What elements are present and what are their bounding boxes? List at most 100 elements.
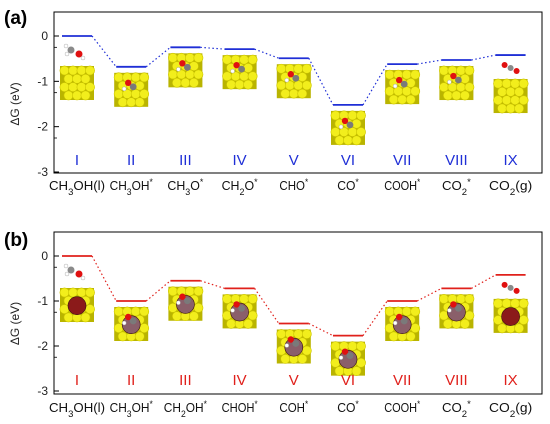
species-label: CO2*	[442, 177, 471, 197]
oxygen-atom	[233, 61, 240, 69]
slab-atom	[184, 286, 195, 297]
slab-atom	[280, 88, 291, 99]
oxygen-atom	[396, 313, 403, 321]
slab-atom	[72, 73, 82, 84]
slab-atom	[301, 329, 312, 339]
hydrogen-atom	[80, 55, 86, 61]
species-label: COOH*	[384, 399, 420, 415]
slab-atom	[243, 79, 253, 90]
slab-atom	[384, 306, 395, 317]
state-index-label: IX	[504, 152, 518, 169]
species-label-part: 2	[181, 409, 186, 419]
connector-line	[362, 300, 388, 336]
species-label-part: CH	[167, 179, 185, 193]
slab-atom	[405, 331, 416, 342]
slab-atom	[226, 79, 236, 90]
species-label-part: 3	[185, 187, 190, 197]
hydrogen-atom	[447, 79, 452, 85]
oxygen-atom	[233, 301, 240, 308]
slab-atom	[139, 89, 150, 99]
species-label: COOH*	[384, 177, 420, 193]
species-label-part: O	[244, 179, 254, 193]
slab-atom	[442, 90, 453, 101]
oxygen-atom	[287, 336, 294, 343]
slab-atom	[234, 79, 245, 90]
carbon-atom	[184, 297, 191, 305]
slab-atom	[139, 323, 150, 333]
carbon-atom	[129, 317, 137, 325]
connector-line	[471, 54, 496, 61]
species-label-part: *	[355, 399, 359, 409]
slab-atom	[134, 331, 145, 342]
slab-atom	[193, 52, 204, 63]
oxygen-atom	[450, 72, 457, 80]
hydrogen-atom	[121, 320, 127, 326]
species-label: CH3OH(l)	[49, 401, 105, 419]
slab-atom	[243, 318, 253, 329]
connector-line	[145, 46, 171, 68]
slab-atom	[459, 90, 470, 101]
slab-atom	[401, 69, 412, 80]
slab-atom	[239, 71, 249, 82]
slab-atom	[68, 65, 78, 76]
slab-atom	[134, 80, 145, 91]
slab-atom	[518, 315, 529, 325]
oxygen-atom	[501, 281, 508, 288]
connector-line	[362, 63, 388, 106]
slab-atom	[85, 65, 95, 76]
slab-atom	[330, 110, 341, 121]
species-label: CO*	[337, 177, 359, 193]
y-tick-label: -1	[37, 294, 48, 308]
species-label-part: *	[305, 177, 309, 187]
slab-atom	[139, 72, 150, 83]
oxygen-atom	[396, 76, 403, 84]
carbon-atom	[455, 76, 462, 84]
species-label: CO 2(g)	[489, 401, 532, 419]
species-label-part: 2	[510, 187, 516, 197]
slab-atom	[247, 310, 258, 321]
species-label: CH3O*	[167, 177, 203, 197]
hydrogen-atom	[63, 43, 69, 49]
species-label-part: 3	[68, 409, 73, 419]
slab-atom	[76, 82, 87, 92]
connector-line	[471, 274, 496, 289]
slab-atom	[356, 341, 366, 352]
slab-atom	[293, 63, 304, 74]
slab-atom	[510, 78, 520, 89]
species-label-part: CH	[164, 401, 181, 415]
slab-atom	[222, 54, 232, 65]
species-label: CO*	[337, 399, 359, 415]
species-label-part: *	[204, 399, 208, 409]
oxygen-atom	[75, 50, 83, 58]
slab-atom	[68, 82, 78, 92]
panel-label: (b)	[4, 230, 28, 251]
slab-atom	[63, 312, 74, 323]
slab-atom	[510, 95, 520, 106]
slab-atom	[293, 80, 304, 91]
carbon-atom	[400, 317, 408, 325]
slab-atom	[180, 77, 191, 88]
slab-atom	[76, 65, 87, 76]
slab-atom	[184, 69, 195, 80]
hydrogen-atom	[63, 263, 69, 269]
species-label-part: *	[417, 399, 421, 409]
hydrogen-atom	[64, 271, 70, 277]
slab-atom	[351, 135, 362, 146]
species-label: CHOH*	[222, 399, 258, 415]
slab-atom	[113, 306, 124, 317]
slab-atom	[193, 69, 204, 80]
slab-atom	[117, 97, 128, 108]
species-label-part: *	[467, 177, 471, 187]
species-label-part: OH	[132, 179, 150, 193]
slab-atom	[388, 331, 399, 342]
slab-atom	[243, 63, 253, 73]
y-tick-label: 0	[41, 29, 48, 43]
y-tick-label: -3	[37, 384, 48, 398]
state-index-label: VII	[393, 372, 411, 389]
state-index-label: VI	[341, 372, 355, 389]
species-label: COH*	[279, 399, 308, 415]
state-index-label: V	[289, 372, 299, 389]
state-index-label: VI	[341, 152, 355, 169]
slab-atom	[518, 78, 529, 89]
slab-atom	[301, 63, 312, 74]
